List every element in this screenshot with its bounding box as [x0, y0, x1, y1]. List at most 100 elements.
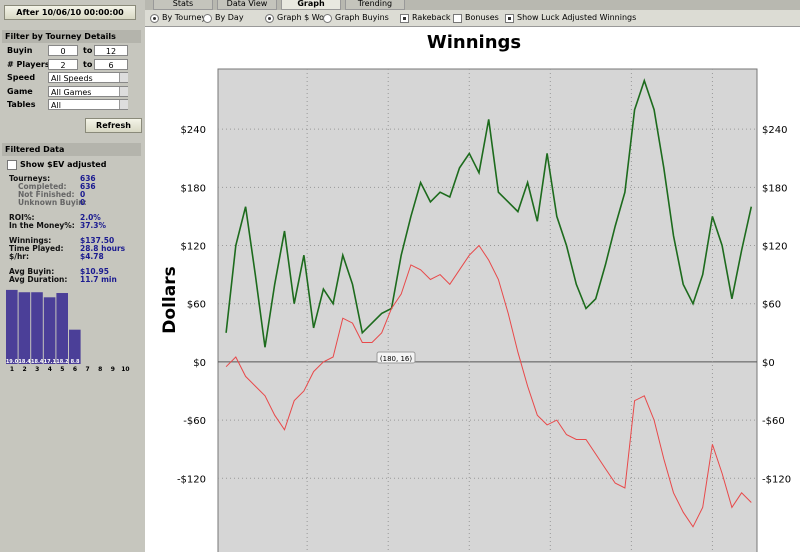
range-from[interactable]: 0	[48, 45, 78, 56]
y2-tick-label: -$120	[762, 474, 791, 485]
stat-value: 28.8 hours	[80, 244, 126, 253]
hist-value-label: 18.2	[56, 359, 69, 365]
refresh-button[interactable]: Refresh	[85, 118, 142, 133]
stat-value: $10.95	[80, 267, 109, 276]
option-label: Show Luck Adjusted Winnings	[517, 13, 637, 22]
checkbox[interactable]	[505, 14, 514, 23]
tab[interactable]: Stats	[153, 0, 213, 10]
y2-tick-label: $0	[762, 358, 775, 369]
y2-tick-label: -$60	[762, 416, 785, 427]
series-line	[225, 244, 752, 528]
hist-category: 7	[86, 366, 90, 373]
radio-button[interactable]	[265, 14, 274, 23]
radio-button[interactable]	[203, 14, 212, 23]
stat-label: Completed:	[18, 182, 67, 191]
hist-category: 5	[60, 366, 64, 373]
chart: Winnings Dollars -$120 -$120 -$60 -$60 $0 $0 $…	[160, 32, 791, 552]
hist-bar	[43, 297, 56, 364]
radio-button[interactable]	[150, 14, 159, 23]
hist-category: 6	[73, 366, 77, 373]
stat-value: 0	[80, 190, 86, 199]
hist-bar	[56, 293, 68, 364]
stat-label: Avg Buyin:	[9, 267, 55, 276]
stat-label: ROI%:	[9, 213, 35, 222]
range-to[interactable]: 12	[94, 45, 128, 56]
hist-value-label: 17.1	[44, 359, 57, 365]
hist-category: 2	[23, 366, 27, 373]
stat-value: $137.50	[80, 236, 115, 245]
series-line	[225, 78, 753, 348]
stat-label: Not Finished:	[18, 190, 75, 199]
options-bar: By Tourney By Day Graph $ Won Graph Buyins R…	[145, 10, 800, 27]
hist-value-label: 18.4	[18, 359, 31, 365]
ev-label: Show $EV adjusted	[20, 160, 107, 169]
y2-tick-label: $120	[762, 242, 787, 253]
stat-label: In the Money%:	[9, 221, 75, 230]
range-sep: to	[83, 60, 93, 69]
hist-bar	[31, 292, 43, 364]
select-arrow	[119, 73, 128, 82]
checkbox[interactable]	[453, 14, 462, 23]
option-label: By Tourney	[162, 13, 207, 22]
side-panel: After 10/06/10 00:00:00 Filter by Tourne…	[0, 0, 145, 552]
range-sep: to	[83, 46, 93, 55]
stat-label: Time Played:	[9, 244, 64, 253]
hist-category: 9	[111, 366, 115, 373]
stat-value: 2.0%	[80, 213, 101, 222]
option-label: Graph Buyins	[335, 13, 389, 22]
tab[interactable]: Graph	[281, 0, 341, 10]
hist-category: 4	[48, 366, 52, 373]
y2-tick-label: $240	[762, 125, 787, 136]
stat-value: 0	[80, 198, 86, 207]
tab[interactable]: Data View	[217, 0, 277, 10]
hist-category: 8	[98, 366, 102, 373]
select-box[interactable]: All Games	[48, 85, 128, 97]
stat-label: Unknown Buyin:	[18, 198, 87, 207]
option-label: Graph $ Won	[277, 13, 330, 22]
filter-label: # Players	[7, 60, 50, 69]
stat-value: 11.7 min	[80, 275, 117, 284]
option-label: By Day	[215, 13, 244, 22]
y-tick-label: $60	[187, 300, 206, 311]
y-axis-label: Dollars	[160, 266, 180, 333]
select-label: Game	[7, 86, 33, 96]
hist-category: 1	[10, 366, 14, 373]
option-label: Bonuses	[465, 13, 499, 22]
chart-title: Winnings	[427, 32, 521, 53]
select-label: Tables	[7, 100, 36, 109]
y2-tick-label: $60	[762, 300, 781, 311]
tooltip-box	[376, 351, 416, 364]
date-button[interactable]: After 10/06/10 00:00:00	[4, 5, 136, 20]
stat-label: Avg Duration:	[9, 275, 68, 284]
range-to[interactable]: 6	[94, 59, 128, 70]
select-arrow	[119, 86, 128, 96]
hist-bar	[69, 329, 81, 364]
stat-label: Winnings:	[9, 236, 52, 245]
select-box[interactable]: All	[48, 99, 128, 110]
select-label: Speed	[7, 73, 36, 82]
y-tick-label: -$60	[183, 416, 206, 427]
y-tick-label: $0	[193, 358, 206, 369]
select-box[interactable]: All Speeds	[48, 72, 128, 83]
stat-value: 37.3%	[80, 221, 107, 230]
y2-tick-label: $180	[762, 183, 787, 194]
hist-value-label: 19.0	[6, 359, 19, 365]
stat-label: Tourneys:	[9, 174, 51, 183]
checkbox[interactable]	[400, 14, 409, 23]
option-label: Rakeback	[412, 13, 451, 22]
filter-header: Filter by Tourney Details	[2, 30, 141, 43]
stat-label: $/hr:	[9, 252, 29, 261]
ev-checkbox[interactable]	[7, 160, 17, 170]
y-tick-label: $180	[181, 183, 206, 194]
tab[interactable]: Trending	[345, 0, 405, 10]
plot-area	[217, 68, 758, 552]
y-tick-label: $240	[181, 125, 206, 136]
range-from[interactable]: 2	[48, 59, 78, 70]
radio-button[interactable]	[323, 14, 332, 23]
hist-value-label: 18.4	[31, 359, 44, 365]
tab-bar: Stats Data View Graph Trending	[145, 0, 800, 10]
hist-bar	[18, 292, 31, 364]
y-tick-label: -$120	[177, 474, 206, 485]
